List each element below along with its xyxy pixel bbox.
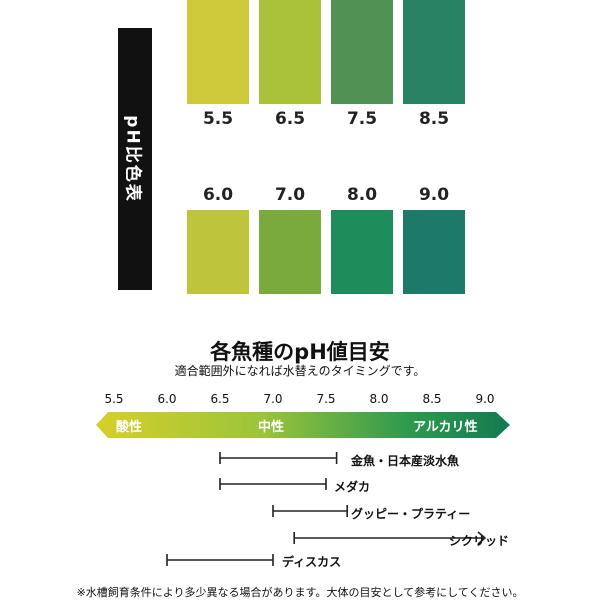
footnote: ※水槽飼育条件により多少異なる場合があります。大体の目安として参考にしてください… <box>76 586 524 599</box>
tick-label: 7.5 <box>316 392 336 406</box>
fish-range-chart <box>166 452 487 566</box>
ph-value-top-2: 6.5 <box>274 109 306 129</box>
guide-subtitle: 適合範囲外になれば水替えのタイミングです。 <box>174 364 426 378</box>
tick-label: 9.0 <box>475 392 495 406</box>
fish-label-cichlid: シクリッド <box>449 534 510 548</box>
swatch-top-4 <box>403 0 465 104</box>
sidebar-label: pH比色表 <box>122 115 143 203</box>
ph-scale-band <box>96 412 510 438</box>
ph-value-bottom-2: 7.0 <box>274 185 306 205</box>
fish-range-arrowhead <box>477 531 487 545</box>
ph-value-top-3: 7.5 <box>346 109 378 129</box>
band-label-acid: 酸性 <box>116 420 143 435</box>
tick-label: 6.5 <box>210 392 230 406</box>
tick-label: 8.0 <box>369 392 389 406</box>
tick-label: 5.5 <box>104 392 124 406</box>
band-label-alkali: アルカリ性 <box>413 420 478 435</box>
ph-value-top-4: 8.5 <box>418 109 450 129</box>
swatch-top-2 <box>259 0 321 104</box>
swatch-bottom-1 <box>187 210 249 294</box>
swatch-top-1 <box>187 0 249 104</box>
tick-label: 8.5 <box>422 392 442 406</box>
swatch-bottom-4 <box>403 210 465 294</box>
ph-value-bottom-4: 9.0 <box>418 185 450 205</box>
ph-chart-sidebar: pH比色表 <box>118 28 152 290</box>
ph-value-top-1: 5.5 <box>202 109 234 129</box>
ph-value-bottom-3: 8.0 <box>346 185 378 205</box>
ph-value-bottom-1: 6.0 <box>202 185 234 205</box>
guide-title: 各魚種のpH値目安 <box>210 340 390 364</box>
fish-label-medaka: メダカ <box>334 480 371 494</box>
fish-label-discus: ディスカス <box>282 555 342 569</box>
swatch-bottom-2 <box>259 210 321 294</box>
swatch-top-3 <box>331 0 393 104</box>
fish-label-guppy: グッピー・プラティー <box>351 507 471 521</box>
ph-scale-arrow <box>96 412 510 438</box>
band-label-neutral: 中性 <box>258 420 285 435</box>
tick-label: 6.0 <box>157 392 177 406</box>
tick-label: 7.0 <box>263 392 283 406</box>
swatch-bottom-3 <box>331 210 393 294</box>
fish-label-goldfish: 金魚・日本産淡水魚 <box>351 454 460 468</box>
